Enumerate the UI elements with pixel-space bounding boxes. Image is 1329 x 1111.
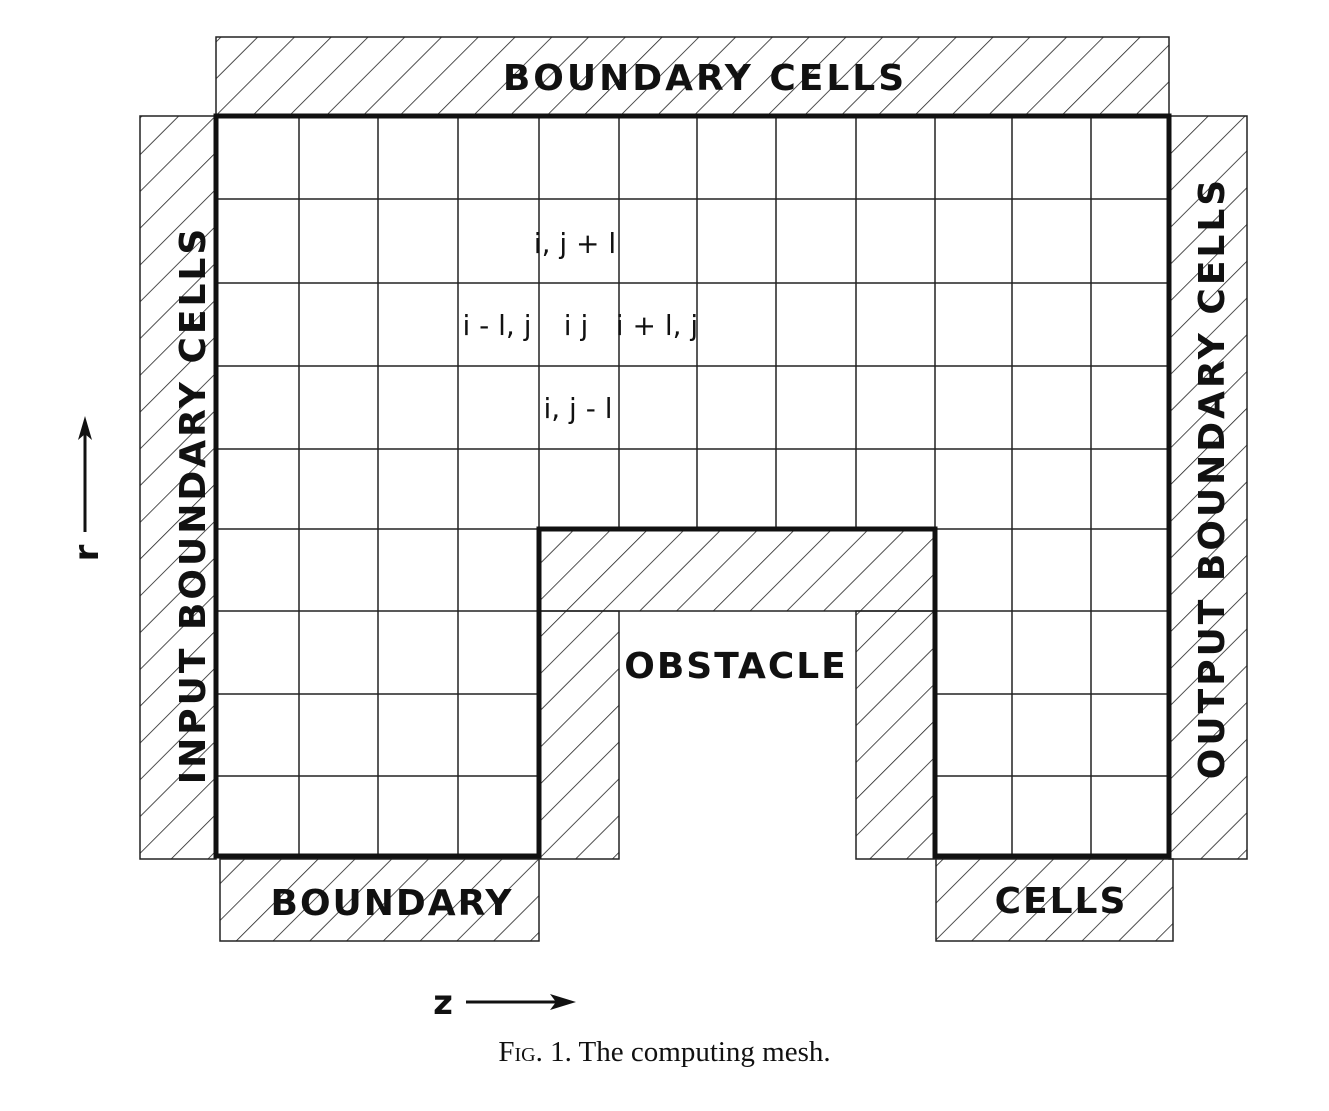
cell-label-up: i, j + l [534,227,616,260]
obstacle-right-strip [855,610,936,860]
left-boundary-label: INPUT BOUNDARY CELLS [173,226,214,785]
right-boundary-label: OUTPUT BOUNDARY CELLS [1192,177,1233,779]
bottom-right-boundary-label: CELLS [995,881,1128,922]
mesh-grid [215,115,1170,857]
caption-text: 1. The computing mesh. [550,1036,831,1068]
cell-label-right: i + l, j [616,309,698,342]
boundary-cells-hatching [139,36,1248,942]
z-axis-arrow [466,994,576,1010]
bottom-left-boundary-label: BOUNDARY [271,883,514,924]
domain-outline [213,113,1172,859]
cell-label-down: i, j - l [543,392,612,425]
z-axis-label: z [433,983,453,1023]
bottom-right-boundary-strip [935,858,1174,942]
obstacle-label: OBSTACLE [624,646,848,687]
top-boundary-strip [215,36,1170,117]
cell-label-left: i - l, j [462,309,531,342]
obstacle-left-strip [538,610,620,860]
right-boundary-strip [1168,115,1248,860]
left-boundary-strip [139,115,217,860]
obstacle-top-strip [538,528,936,612]
r-axis-label: r [67,544,107,561]
figure-caption: Fig. 1. The computing mesh. [0,1036,1329,1069]
r-axis-arrow [78,416,92,532]
bottom-left-boundary-strip [219,858,540,942]
caption-prefix: Fig. [498,1036,543,1068]
top-boundary-label: BOUNDARY CELLS [503,58,907,99]
cell-label-center: i j [564,309,588,342]
